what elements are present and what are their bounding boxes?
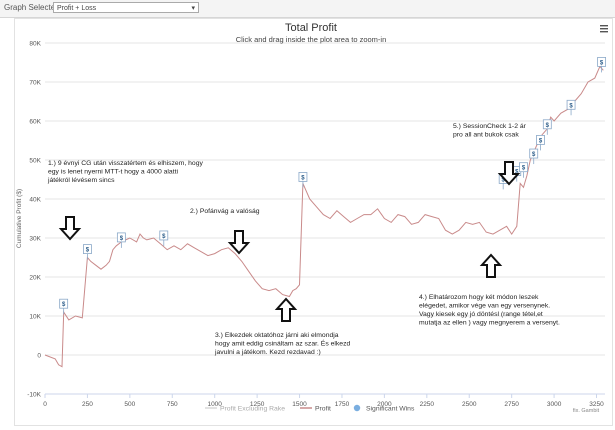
y-tick-label: 30K <box>29 236 41 243</box>
x-tick-label: 500 <box>124 401 135 408</box>
win-label: $ <box>546 123 550 129</box>
y-axis-label: Cumulative Profit ($) <box>16 189 23 248</box>
win-label: $ <box>162 234 166 240</box>
x-tick-label: 1500 <box>292 401 307 408</box>
win-label: $ <box>515 170 519 176</box>
arrow-up-icon <box>479 253 503 278</box>
x-tick-label: 250 <box>82 401 93 408</box>
arrow-down-icon <box>227 230 251 255</box>
annotation-line: pro all ant bukok csak <box>453 132 519 139</box>
win-label: $ <box>301 175 305 181</box>
annotation-line: játékról lévésem sincs <box>47 177 115 184</box>
x-tick-label: 1250 <box>250 401 265 408</box>
significant-win-marker[interactable]: $ <box>519 162 528 178</box>
x-axis: 0 250 500 750 1000 1250 1500 1750 2000 2250 2500 27… <box>43 393 605 408</box>
y-tick-label: 70K <box>29 80 41 87</box>
annotation-2: 2.) Pofánvág a valóság <box>190 208 260 215</box>
annotation-line: 2.) Pofánvág a valóság <box>190 208 260 215</box>
chevron-down-icon: ▾ <box>191 5 195 12</box>
win-label: $ <box>86 248 90 254</box>
significant-win-marker[interactable]: $ <box>83 244 92 260</box>
significant-wins-group: $$$ $$ $$$$$$$$ <box>59 57 607 315</box>
y-tick-label: -10K <box>27 392 41 399</box>
chart-title: Total Profit <box>285 22 337 34</box>
y-tick-label: 60K <box>29 119 41 126</box>
annotation-3: 3.) Elkezdek oktatóhoz járni aki elmondj… <box>214 332 350 356</box>
win-label: $ <box>522 166 526 172</box>
x-tick-label: 2000 <box>377 401 392 408</box>
significant-win-marker[interactable]: $ <box>597 57 607 73</box>
x-tick-label: 2750 <box>504 401 519 408</box>
win-label: $ <box>600 60 604 66</box>
y-tick-label: 80K <box>29 41 41 48</box>
top-toolbar: Graph Selected: Profit + Loss ▾ <box>0 0 615 18</box>
x-tick-label: 1000 <box>207 401 222 408</box>
graph-select-dropdown[interactable]: Profit + Loss ▾ <box>53 2 199 13</box>
win-label: $ <box>502 177 506 183</box>
legend-label: Profit Excluding Rake <box>220 406 285 413</box>
annotation-5: 5.) SessionCheck 1-2 ár pro all ant bukok… <box>453 123 527 139</box>
legend-label: Significant Wins <box>366 406 415 413</box>
significant-win-marker[interactable]: $ <box>529 148 539 165</box>
annotation-line: javulni a játékom. Kezd rezdavad :) <box>214 349 321 356</box>
significant-win-marker[interactable]: $ <box>542 119 552 135</box>
annotation-1: 1.) 9 évnyi CG után visszatértem és elhi… <box>47 160 203 184</box>
graph-selector-label: Graph Selected: <box>4 3 62 12</box>
win-label: $ <box>539 138 543 144</box>
menu-icon[interactable] <box>600 25 608 33</box>
x-tick-label: 3000 <box>547 401 562 408</box>
chart-subtitle: Click and drag inside the plot area to z… <box>236 35 387 44</box>
win-label: $ <box>120 236 124 242</box>
win-label: $ <box>62 302 66 308</box>
significant-win-marker[interactable]: $ <box>298 172 308 188</box>
annotation-line: mutatja az ellen ) vagy megnyerem a vers… <box>419 320 560 327</box>
arrow-down-icon <box>58 216 82 241</box>
annotations-group: 1.) 9 évnyi CG után visszatértem és elhi… <box>47 123 560 356</box>
x-tick-label: 750 <box>167 401 178 408</box>
x-tick-label: 3250 <box>589 401 604 408</box>
x-tick-label: 2500 <box>462 401 477 408</box>
annotation-4: 4.) Elhatározom hogy két módon leszek elé… <box>419 294 560 327</box>
arrow-down-icon <box>497 161 521 186</box>
y-tick-label: 0 <box>37 353 41 360</box>
legend-item[interactable]: Significant Wins <box>353 404 415 413</box>
annotation-line: elégedet, amikor vége van egy versenynek… <box>419 303 550 310</box>
annotation-line: 4.) Elhatározom hogy két módon leszek <box>419 294 539 301</box>
x-tick-label: 1750 <box>335 401 350 408</box>
credit-text: fix. Gambit <box>573 408 600 414</box>
significant-win-marker[interactable]: $ <box>116 232 126 248</box>
significant-win-marker[interactable]: $ <box>159 230 169 246</box>
x-tick-label: 2250 <box>420 401 435 408</box>
legend-swatch <box>353 404 361 412</box>
y-axis: -10K 0 10K 20K 30K 40K 50K 60K 70K 80K <box>27 41 41 399</box>
legend: Profit Excluding Rake Profit Significant W… <box>205 404 415 413</box>
graph-select-value: Profit + Loss <box>57 5 97 12</box>
significant-win-marker[interactable]: $ <box>59 298 69 315</box>
annotation-line: Vagy kiesek egy jó döntésl (range tétel,… <box>419 311 543 318</box>
arrows-group <box>58 161 521 322</box>
y-tick-label: 10K <box>29 314 41 321</box>
win-label: $ <box>532 152 536 158</box>
annotation-line: 5.) SessionCheck 1-2 ár <box>453 123 527 130</box>
annotation-line: 3.) Elkezdek oktatóhoz járni aki elmondj… <box>215 332 339 339</box>
significant-win-marker[interactable]: $ <box>536 135 545 151</box>
x-tick-label: 0 <box>43 401 47 408</box>
y-tick-label: 20K <box>29 275 41 282</box>
y-tick-label: 40K <box>29 197 41 204</box>
annotation-line: 1.) 9 évnyi CG után visszatértem és elhi… <box>48 160 203 167</box>
significant-win-marker[interactable]: $ <box>566 99 576 116</box>
arrow-up-icon <box>274 297 298 322</box>
annotation-line: egy is lenet nyerni MTT-t hogy a 4000 al… <box>48 169 178 176</box>
legend-item[interactable]: Profit Excluding Rake <box>205 406 285 413</box>
y-tick-label: 50K <box>29 158 41 165</box>
annotation-line: hogy amit eddig csináltam az szar. És el… <box>215 339 350 348</box>
legend-item[interactable]: Profit <box>300 406 331 413</box>
legend-label: Profit <box>315 406 331 413</box>
chart-container[interactable]: -10K 0 10K 20K 30K 40K 50K 60K 70K 80K 0 250 500 750… <box>14 18 613 426</box>
win-label: $ <box>569 103 573 109</box>
